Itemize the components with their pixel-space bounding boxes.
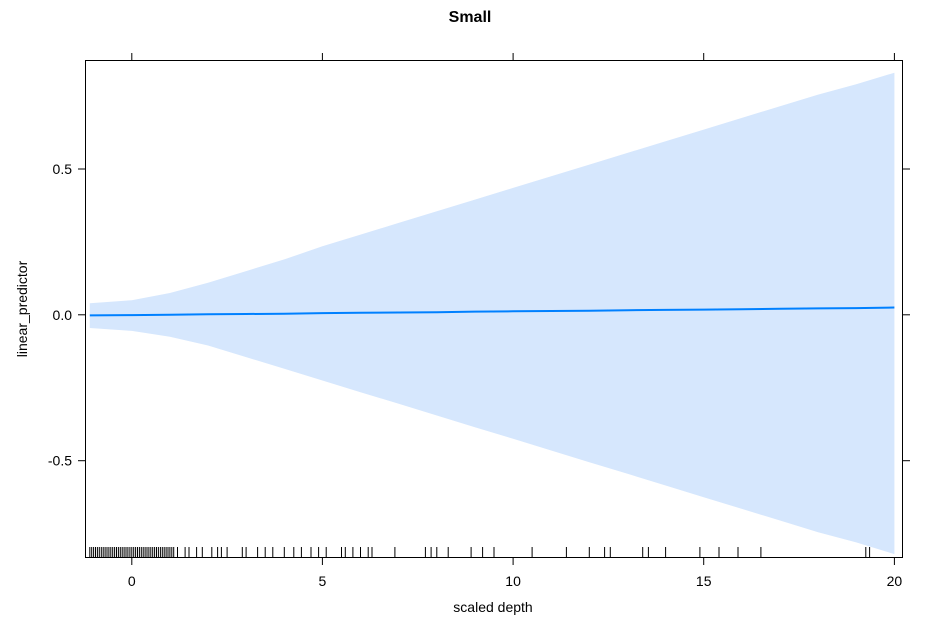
x-axis: 0 5 10 15 20: [128, 53, 902, 589]
confidence-band: [89, 72, 895, 555]
x-tick-label: 20: [887, 573, 903, 589]
plot-frame: [85, 60, 903, 558]
confidence-band-area: [89, 72, 895, 555]
y-axis-title: linear_predictor: [14, 260, 30, 357]
chart-title: Small: [449, 9, 492, 26]
y-axis: 0.5 0.0 -0.5: [48, 161, 910, 469]
y-tick-label: 0.0: [53, 307, 73, 323]
x-tick-label: 0: [128, 573, 136, 589]
x-tick-label: 10: [505, 573, 521, 589]
fit-line: [89, 306, 895, 317]
x-tick-label: 5: [319, 573, 327, 589]
x-axis-title: scaled depth: [453, 599, 532, 615]
y-tick-label: -0.5: [48, 453, 72, 469]
x-tick-label: 15: [696, 573, 712, 589]
fit-line-layer: [89, 306, 895, 317]
rug: [89, 547, 871, 557]
y-tick-label: 0.5: [53, 161, 73, 177]
